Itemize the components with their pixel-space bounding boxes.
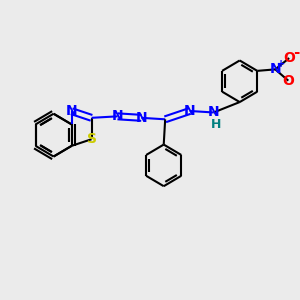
Text: O: O <box>283 51 295 65</box>
Text: +: + <box>277 59 285 69</box>
Text: N: N <box>208 106 219 119</box>
Text: N: N <box>136 111 147 125</box>
Text: N: N <box>66 104 77 118</box>
Text: N: N <box>269 62 281 76</box>
Text: H: H <box>211 118 221 131</box>
Text: N: N <box>112 109 123 123</box>
Text: N: N <box>184 104 196 118</box>
Text: O: O <box>282 74 294 88</box>
Text: -: - <box>293 45 300 60</box>
Text: S: S <box>86 132 97 146</box>
